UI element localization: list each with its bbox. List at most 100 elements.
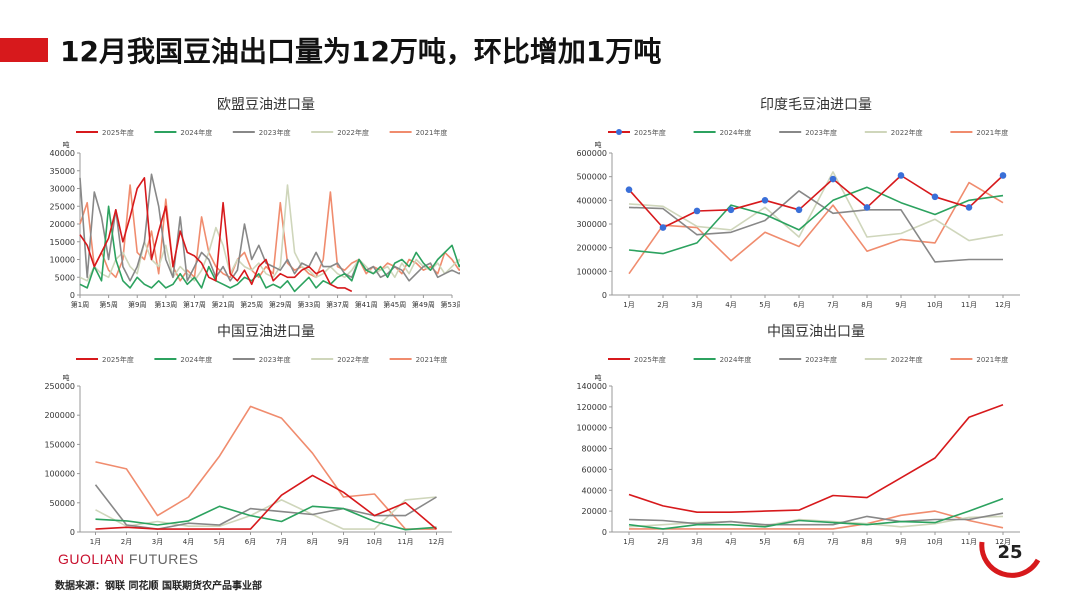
legend-label: 2022年度 [891, 355, 923, 364]
x-tick-label: 1月 [90, 538, 101, 546]
y-unit-label: 吨 [595, 140, 602, 149]
series-line [95, 505, 437, 531]
series-line [628, 174, 1004, 229]
series-line [79, 205, 460, 293]
legend-label: 2025年度 [102, 128, 134, 137]
legend-label: 2025年度 [102, 355, 134, 364]
data-point [625, 186, 633, 193]
y-tick-label: 150000 [44, 440, 75, 449]
source-note: 数据来源：钢联 同花顺 国联期货农产品事业部 [55, 581, 262, 592]
series-line [95, 474, 438, 530]
legend: 2025年度 2024年度 2023年度 2022年度 2021年度 [608, 355, 1008, 364]
data-point [761, 197, 769, 204]
legend-label: 2024年度 [720, 355, 752, 364]
y-tick-label: 40000 [582, 486, 607, 495]
y-tick-label: 35000 [50, 167, 75, 176]
x-tick-label: 10月 [927, 301, 943, 309]
x-tick-label: 12月 [995, 301, 1011, 309]
x-tick-label: 2月 [121, 538, 132, 546]
y-tick-label: 15000 [50, 238, 75, 247]
x-tick-label: 第29周 [269, 300, 292, 309]
legend: 2025年度 2024年度 2023年度 2022年度 2021年度 [608, 128, 1008, 137]
y-tick-label: 30000 [50, 185, 75, 194]
x-tick-label: 7月 [276, 538, 287, 546]
x-tick-label: 10月 [367, 538, 383, 546]
y-tick-label: 0 [70, 528, 75, 537]
x-tick-label: 9月 [895, 538, 906, 546]
legend-label: 2023年度 [805, 128, 837, 137]
china-import-chart: 中国豆油进口量 2025年度 2024年度 2023年度 2022年度 2021年度吨 0 5… [40, 322, 460, 552]
y-tick-label: 200000 [576, 244, 607, 253]
y-tick-label: 100000 [576, 424, 607, 433]
legend-label: 2023年度 [805, 355, 837, 364]
series-line [628, 171, 1004, 242]
y-tick-label: 10000 [50, 256, 75, 265]
series-line [79, 177, 353, 293]
x-tick-label: 第25周 [240, 300, 263, 309]
legend-label: 2025年度 [634, 128, 666, 137]
chart-title: 欧盟豆油进口量 [217, 97, 315, 113]
y-tick-label: 20000 [582, 507, 607, 516]
x-tick-label: 10月 [927, 538, 943, 546]
x-tick-label: 2月 [657, 538, 668, 546]
y-unit-label: 吨 [595, 373, 602, 382]
data-point [863, 204, 871, 211]
x-tick-label: 5月 [759, 301, 770, 309]
x-tick-label: 第41周 [355, 300, 378, 309]
legend: 2025年度 2024年度 2023年度 2022年度 2021年度 [76, 355, 447, 364]
x-tick-label: 7月 [827, 301, 838, 309]
x-tick-label: 第37周 [326, 300, 349, 309]
y-tick-label: 5000 [55, 273, 75, 282]
x-tick-label: 8月 [861, 538, 872, 546]
series-line [628, 404, 1004, 513]
x-tick-label: 1月 [623, 538, 634, 546]
legend-label: 2023年度 [259, 128, 291, 137]
x-tick-label: 3月 [691, 301, 702, 309]
page-title: 12月我国豆油出口量为12万吨，环比增加1万吨 [60, 35, 662, 68]
series-line [629, 510, 1004, 530]
x-tick-label: 2月 [657, 301, 668, 309]
y-tick-label: 0 [602, 291, 607, 300]
x-tick-label: 第33周 [297, 300, 320, 309]
data-point [693, 207, 701, 215]
y-tick-label: 250000 [44, 382, 75, 391]
legend-label: 2024年度 [180, 128, 212, 137]
x-tick-label: 第9周 [128, 300, 146, 309]
x-tick-label: 4月 [183, 538, 194, 546]
y-tick-label: 60000 [582, 465, 607, 474]
series-line [628, 497, 1004, 530]
x-tick-label: 7月 [827, 538, 838, 546]
x-tick-label: 12月 [995, 538, 1011, 546]
data-point [897, 172, 905, 179]
legend-label: 2021年度 [416, 355, 448, 364]
series-line [79, 184, 460, 282]
legend-label: 2024年度 [720, 128, 752, 137]
y-tick-label: 100000 [576, 267, 607, 276]
legend-label: 2024年度 [180, 355, 212, 364]
page-number-arc [979, 541, 1041, 578]
y-unit-label: 吨 [63, 140, 70, 149]
data-point [727, 206, 735, 214]
data-point [659, 224, 667, 231]
x-tick-label: 8月 [861, 301, 872, 309]
y-tick-label: 0 [602, 528, 607, 537]
china-export-chart: 中国豆油出口量 2025年度 2024年度 2023年度 2022年度 2021年度吨 0 2… [560, 322, 1030, 552]
y-tick-label: 120000 [576, 403, 607, 412]
x-tick-label: 11月 [961, 538, 977, 546]
y-tick-label: 400000 [576, 196, 607, 205]
x-tick-label: 9月 [338, 538, 349, 546]
legend-label: 2021年度 [976, 355, 1008, 364]
x-tick-label: 第1周 [71, 300, 89, 309]
legend-label: 2025年度 [634, 355, 666, 364]
chart-title: 中国豆油进口量 [217, 324, 315, 340]
legend-label: 2022年度 [337, 355, 369, 364]
data-point [965, 204, 973, 211]
series-line [95, 496, 437, 530]
x-tick-label: 4月 [725, 301, 736, 309]
series-line [95, 405, 437, 530]
y-tick-label: 80000 [582, 445, 607, 454]
data-point [999, 172, 1007, 179]
x-tick-label: 第21周 [212, 300, 235, 309]
